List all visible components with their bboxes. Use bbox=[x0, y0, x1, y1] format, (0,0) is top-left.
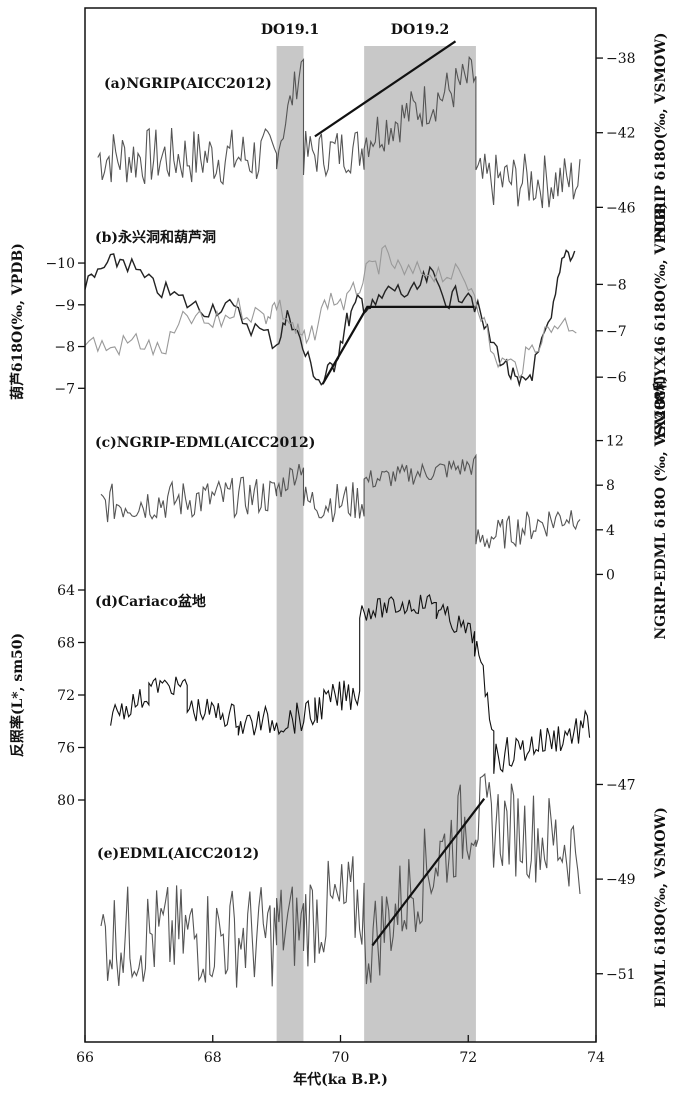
tick-label-b-1: −9 bbox=[54, 298, 75, 314]
panel-title-b: (b)永兴洞和葫芦洞 bbox=[95, 229, 216, 246]
x-tick-label-3: 72 bbox=[459, 1050, 477, 1066]
tick-label-c-2: 4 bbox=[606, 523, 615, 539]
tick-label-d-4: 80 bbox=[57, 793, 75, 809]
tick-label-d-0: 64 bbox=[57, 583, 75, 599]
tick2-label-b-2: −6 bbox=[606, 370, 627, 386]
series-layer bbox=[84, 55, 591, 988]
axis-label-e: EDML δ18O(‰, VSMOW) bbox=[653, 807, 669, 1008]
x-tick-label-2: 70 bbox=[332, 1050, 350, 1066]
series-b-1 bbox=[84, 249, 576, 388]
trend-line-e bbox=[371, 798, 486, 947]
tick-label-c-0: 12 bbox=[606, 434, 624, 450]
panel-title-e: (e)EDML(AICC2012) bbox=[97, 846, 259, 862]
panel-title-d: (d)Cariaco盆地 bbox=[95, 593, 206, 610]
tick-label-a-1: −42 bbox=[606, 126, 636, 142]
event-label-2: DO19.2 bbox=[391, 22, 449, 38]
axis2-label-b: YX288和YX46 δ18O(‰, VPDB) bbox=[653, 202, 669, 441]
series-b-2 bbox=[84, 244, 577, 379]
tick2-label-b-0: −8 bbox=[606, 277, 627, 293]
series-c bbox=[100, 453, 581, 549]
tick-label-a-0: −38 bbox=[606, 51, 636, 67]
axis-label-b: 葫芦δ18O(‰, VPDB) bbox=[9, 243, 26, 400]
tick-label-b-3: −7 bbox=[54, 381, 75, 397]
event-band-2 bbox=[364, 46, 476, 1042]
tick-label-a-2: −46 bbox=[606, 200, 636, 216]
x-tick-label-0: 66 bbox=[76, 1050, 94, 1066]
tick-label-e-0: −47 bbox=[606, 777, 636, 793]
x-tick-label-4: 74 bbox=[587, 1050, 605, 1066]
x-axis-label: 年代(ka B.P.) bbox=[293, 1071, 388, 1088]
tick2-label-b-1: −7 bbox=[606, 324, 627, 340]
axis-label-a: NGRIP δ18O(‰, VSMOW) bbox=[653, 32, 669, 238]
tick-label-d-3: 76 bbox=[57, 741, 75, 757]
event-band-1 bbox=[276, 46, 304, 1042]
series-d bbox=[110, 594, 591, 774]
trend-lines bbox=[314, 40, 486, 947]
event-label-1: DO19.1 bbox=[261, 22, 319, 38]
axis-label-c: NGRIP-EDML δ18O (‰, VSMOW) bbox=[653, 375, 669, 639]
axes-layer: −38 −42 −46 −10 −9 −8 −7 −8 −7 −6 12 8 4 0 64 68 72 76 80 −… bbox=[45, 51, 635, 1066]
series-e bbox=[100, 772, 581, 988]
tick-label-e-2: −51 bbox=[606, 967, 636, 983]
axis-label-d: 反照率(L*, sm50) bbox=[9, 633, 26, 757]
tick-label-b-2: −8 bbox=[54, 340, 75, 356]
tick-label-c-1: 8 bbox=[606, 478, 615, 494]
panel-title-c: (c)NGRIP-EDML(AICC2012) bbox=[95, 435, 315, 451]
trend-line-a bbox=[314, 40, 457, 138]
series-a bbox=[97, 55, 581, 209]
event-shading bbox=[276, 46, 476, 1042]
trend-line-b bbox=[321, 305, 475, 385]
tick-label-d-1: 68 bbox=[57, 636, 75, 652]
panel-title-a: (a)NGRIP(AICC2012) bbox=[104, 76, 272, 92]
tick-label-c-3: 0 bbox=[606, 567, 615, 583]
tick-label-b-0: −10 bbox=[45, 256, 75, 272]
x-tick-label-1: 68 bbox=[204, 1050, 222, 1066]
tick-label-d-2: 72 bbox=[57, 688, 75, 704]
labels-layer: DO19.1 DO19.2 (a)NGRIP(AICC2012) NGRIP δ18O… bbox=[9, 22, 669, 1088]
tick-label-e-1: −49 bbox=[606, 872, 636, 888]
